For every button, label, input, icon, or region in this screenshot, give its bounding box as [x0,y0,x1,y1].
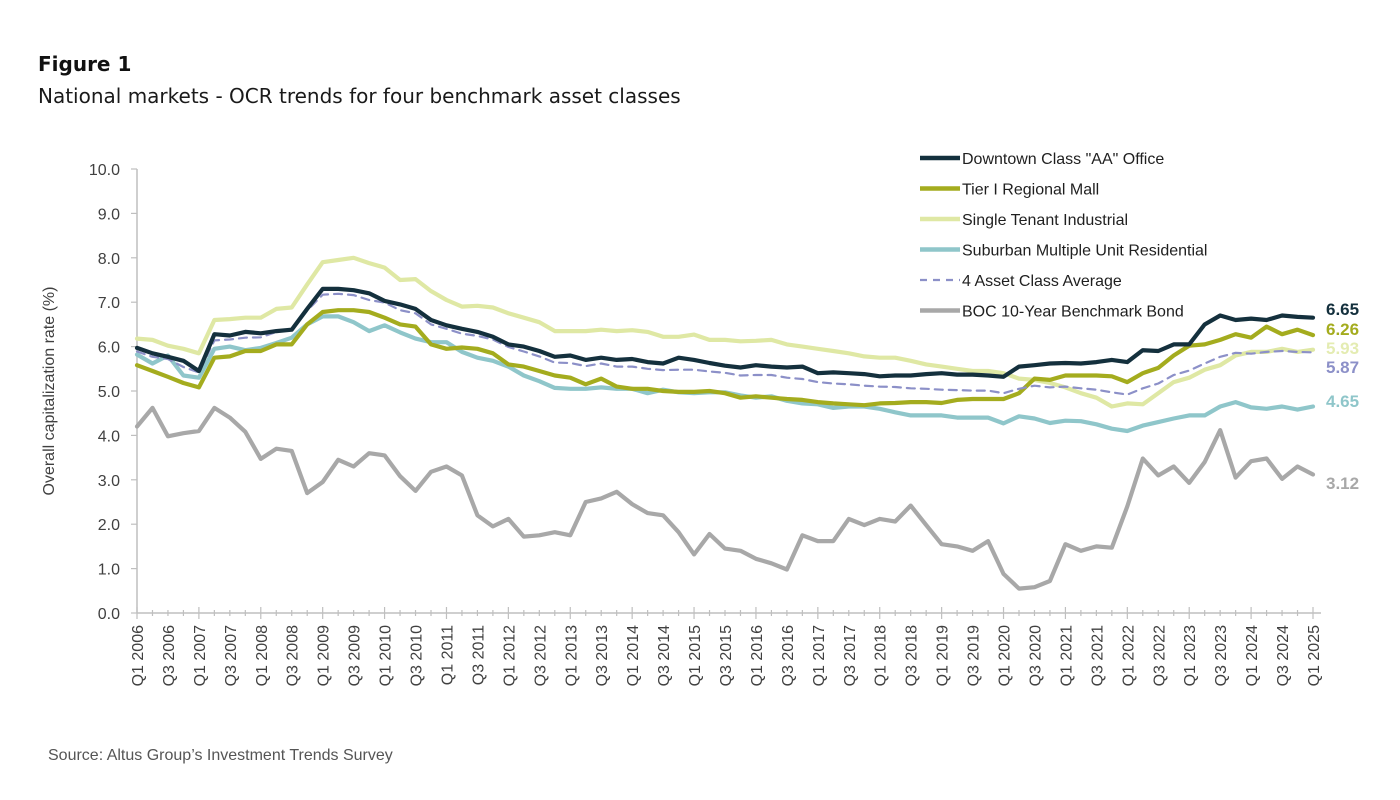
x-tick-label: Q3 2013 [594,625,611,686]
figure-title: National markets - OCR trends for four b… [38,84,681,108]
legend: Downtown Class "AA" Office Tier I Regiona… [920,151,1207,321]
x-tick-label: Q1 2016 [749,625,766,686]
x-tick-label: Q1 2007 [192,625,209,686]
y-tick-label: 9.0 [98,206,120,223]
end-value-label: 6.65 [1326,300,1359,319]
x-tick-label: Q1 2008 [254,625,271,686]
x-axis: Q1 2006 Q3 2006 Q1 2007 Q3 2007 Q1 2008 Q3 20… [130,607,1323,686]
x-tick-label: Q1 2009 [316,625,333,686]
x-tick-label: Q3 2018 [904,625,921,686]
x-tick-label: Q1 2011 [439,625,456,685]
x-tick-label: Q1 2013 [563,625,580,686]
x-tick-label: Q1 2019 [935,625,952,686]
x-tick-label: Q1 2010 [378,625,395,686]
x-tick-label: Q3 2024 [1275,625,1292,686]
x-tick-label: Q3 2020 [1027,625,1044,686]
x-tick-label: Q1 2022 [1120,625,1137,686]
y-axis-title: Overall capitalization rate (%) [41,287,58,496]
y-tick-label: 5.0 [98,384,120,401]
x-tick-label: Q3 2009 [347,625,364,686]
legend-label: Tier I Regional Mall [962,182,1099,199]
series-line-boc-10-year-benchmark-bond [134,405,1316,591]
legend-label: 4 Asset Class Average [962,273,1122,290]
legend-label: BOC 10-Year Benchmark Bond [962,304,1184,321]
legend-label: Single Tenant Industrial [962,212,1128,229]
x-tick-label: Q1 2024 [1244,625,1261,686]
x-tick-label: Q1 2006 [130,625,147,686]
x-tick-label: Q3 2011 [470,625,487,685]
series-layer [134,255,1316,591]
x-tick-label: Q1 2014 [625,625,642,686]
end-value-label: 5.93 [1326,339,1359,358]
legend-label: Downtown Class "AA" Office [962,151,1164,168]
x-tick-label: Q1 2023 [1182,625,1199,686]
y-tick-label: 7.0 [98,295,120,312]
figure-label: Figure 1 [38,52,132,76]
end-value-label: 6.26 [1326,320,1359,339]
y-tick-label: 4.0 [98,428,120,445]
x-tick-label: Q1 2021 [1058,625,1075,686]
x-tick-label: Q3 2023 [1213,625,1230,686]
end-labels: 6.656.265.93 4.65 5.87 3.12 [1326,300,1359,493]
end-value-label: 5.87 [1326,358,1359,377]
legend-label: Suburban Multiple Unit Residential [962,243,1207,260]
x-tick-label: Q3 2006 [161,625,178,686]
x-tick-label: Q1 2020 [997,625,1014,686]
x-tick-label: Q3 2010 [409,625,426,686]
x-tick-label: Q3 2008 [285,625,302,686]
x-tick-label: Q3 2012 [532,625,549,686]
y-tick-label: 8.0 [98,251,120,268]
x-tick-label: Q3 2019 [966,625,983,686]
end-value-label: 3.12 [1326,474,1359,493]
y-tick-label: 10.0 [89,162,120,179]
source-note: Source: Altus Group’s Investment Trends … [48,747,393,764]
x-tick-label: Q1 2015 [687,625,704,686]
x-tick-label: Q1 2017 [811,625,828,686]
series-line-downtown-class-aa-office [134,286,1316,379]
x-tick-label: Q3 2014 [656,625,673,686]
x-tick-label: Q3 2007 [223,625,240,686]
x-tick-label: Q1 2018 [873,625,890,686]
y-tick-label: 3.0 [98,473,120,490]
y-axis: 0.0 1.0 2.0 3.0 4.0 5.0 6.0 7.0 8.0 9.0 10.0 [89,162,138,623]
end-value-label: 4.65 [1326,392,1359,411]
x-tick-label: Q1 2012 [501,625,518,686]
y-tick-label: 1.0 [98,562,120,579]
series-line-tier-i-regional-mall [134,308,1316,408]
x-tick-label: Q3 2021 [1089,625,1106,686]
y-tick-label: 6.0 [98,340,120,357]
x-tick-label: Q3 2015 [718,625,735,686]
series-line-single-tenant-industrial [134,255,1316,409]
y-tick-label: 2.0 [98,517,120,534]
series-line-suburban-multiple-unit-residential [134,314,1316,434]
y-tick-label: 0.0 [98,606,120,623]
x-tick-label: Q3 2022 [1151,625,1168,686]
x-tick-label: Q3 2016 [780,625,797,686]
x-tick-label: Q3 2017 [842,625,859,686]
series-line-4-asset-class-average [135,292,1315,396]
x-tick-label: Q1 2025 [1306,625,1323,686]
